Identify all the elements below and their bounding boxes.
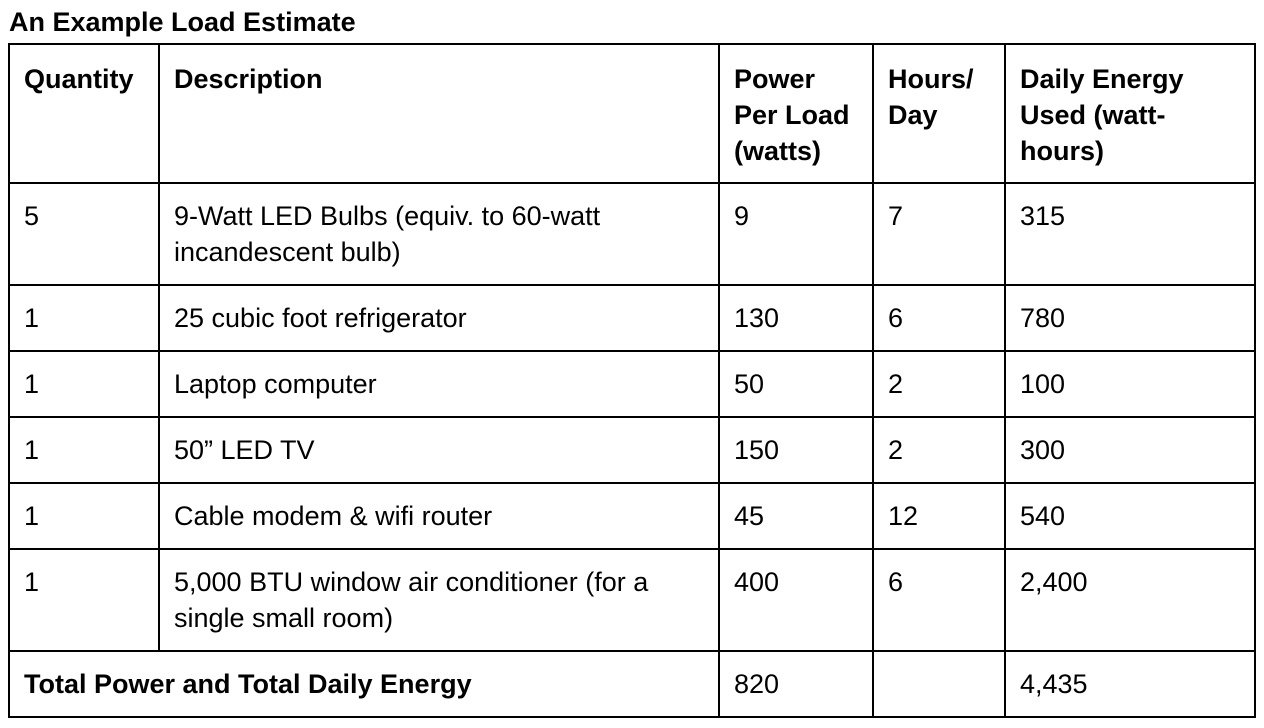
- cell-description: Cable modem & wifi router: [158, 482, 720, 550]
- cell-power: 150: [718, 416, 874, 484]
- header-energy: Daily Energy Used (watt-hours): [1004, 43, 1256, 184]
- table-row: 1 Laptop computer 50 2 100: [8, 350, 1256, 418]
- cell-description: 5,000 BTU window air conditioner (for a …: [158, 548, 720, 652]
- cell-quantity: 1: [8, 350, 160, 418]
- cell-description: 50” LED TV: [158, 416, 720, 484]
- cell-energy: 780: [1004, 284, 1256, 352]
- header-hours: Hours/ Day: [872, 43, 1006, 184]
- cell-power: 400: [718, 548, 874, 652]
- header-quantity: Quantity: [8, 43, 160, 184]
- cell-description: 9-Watt LED Bulbs (equiv. to 60-watt inca…: [158, 182, 720, 286]
- cell-description: Laptop computer: [158, 350, 720, 418]
- cell-quantity: 1: [8, 548, 160, 652]
- cell-power: 130: [718, 284, 874, 352]
- cell-hours: 2: [872, 350, 1006, 418]
- cell-hours: 2: [872, 416, 1006, 484]
- cell-hours: 12: [872, 482, 1006, 550]
- cell-hours: 7: [872, 182, 1006, 286]
- total-label: Total Power and Total Daily Energy: [8, 650, 720, 718]
- cell-hours: 6: [872, 284, 1006, 352]
- page-title: An Example Load Estimate: [9, 7, 356, 37]
- cell-quantity: 1: [8, 284, 160, 352]
- cell-power: 50: [718, 350, 874, 418]
- cell-power: 9: [718, 182, 874, 286]
- cell-description: 25 cubic foot refrigerator: [158, 284, 720, 352]
- cell-hours: 6: [872, 548, 1006, 652]
- cell-energy: 100: [1004, 350, 1256, 418]
- load-estimate-table: Quantity Description Power Per Load (wat…: [8, 43, 1256, 718]
- cell-energy: 300: [1004, 416, 1256, 484]
- cell-quantity: 1: [8, 416, 160, 484]
- table-row: 1 50” LED TV 150 2 300: [8, 416, 1256, 484]
- table-row: 1 5,000 BTU window air conditioner (for …: [8, 548, 1256, 652]
- table-header-row: Quantity Description Power Per Load (wat…: [8, 43, 1256, 184]
- cell-energy: 315: [1004, 182, 1256, 286]
- table-row: 5 9-Watt LED Bulbs (equiv. to 60-watt in…: [8, 182, 1256, 286]
- total-energy: 4,435: [1004, 650, 1256, 718]
- header-power: Power Per Load (watts): [718, 43, 874, 184]
- total-hours: [872, 650, 1006, 718]
- cell-energy: 540: [1004, 482, 1256, 550]
- table-row: 1 Cable modem & wifi router 45 12 540: [8, 482, 1256, 550]
- cell-quantity: 5: [8, 182, 160, 286]
- cell-energy: 2,400: [1004, 548, 1256, 652]
- table-total-row: Total Power and Total Daily Energy 820 4…: [8, 650, 1256, 718]
- header-description: Description: [158, 43, 720, 184]
- total-power: 820: [718, 650, 874, 718]
- table-row: 1 25 cubic foot refrigerator 130 6 780: [8, 284, 1256, 352]
- cell-power: 45: [718, 482, 874, 550]
- cell-quantity: 1: [8, 482, 160, 550]
